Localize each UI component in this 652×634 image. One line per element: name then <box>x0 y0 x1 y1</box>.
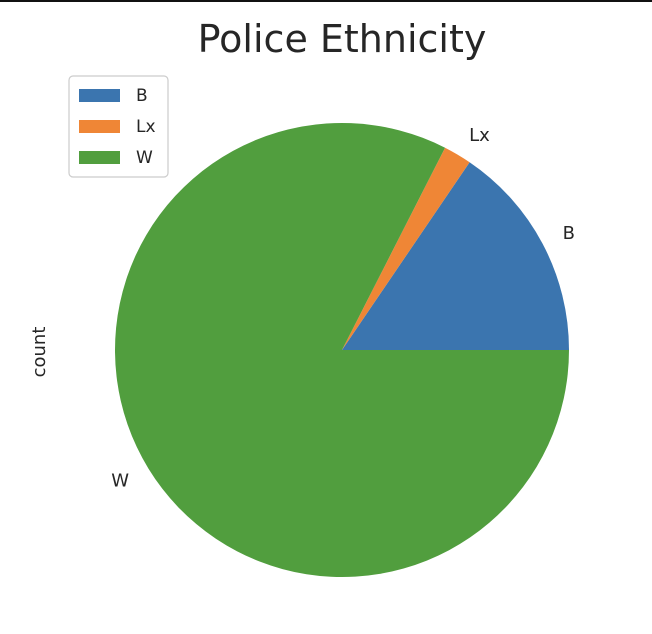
legend-label-b: B <box>136 86 148 106</box>
legend-label-lx: Lx <box>136 117 156 137</box>
pie-slice-w <box>114 122 569 577</box>
legend: B Lx W <box>68 75 169 178</box>
slice-label-w: W <box>111 470 129 491</box>
top-border <box>0 0 652 2</box>
pie-slice-b <box>342 162 569 350</box>
pie-slice-lx <box>342 147 470 350</box>
chart-title: Police Ethnicity <box>198 17 487 61</box>
slice-label-b: B <box>563 223 575 244</box>
legend-label-w: W <box>136 148 153 168</box>
pie-slice-labels: B Lx W <box>111 125 575 491</box>
legend-swatch-lx <box>79 120 120 133</box>
slice-label-lx: Lx <box>469 125 490 146</box>
legend-swatch-w <box>79 151 120 164</box>
legend-swatch-b <box>79 89 120 102</box>
y-axis-label: count <box>29 327 50 378</box>
pie-slices <box>114 122 569 577</box>
